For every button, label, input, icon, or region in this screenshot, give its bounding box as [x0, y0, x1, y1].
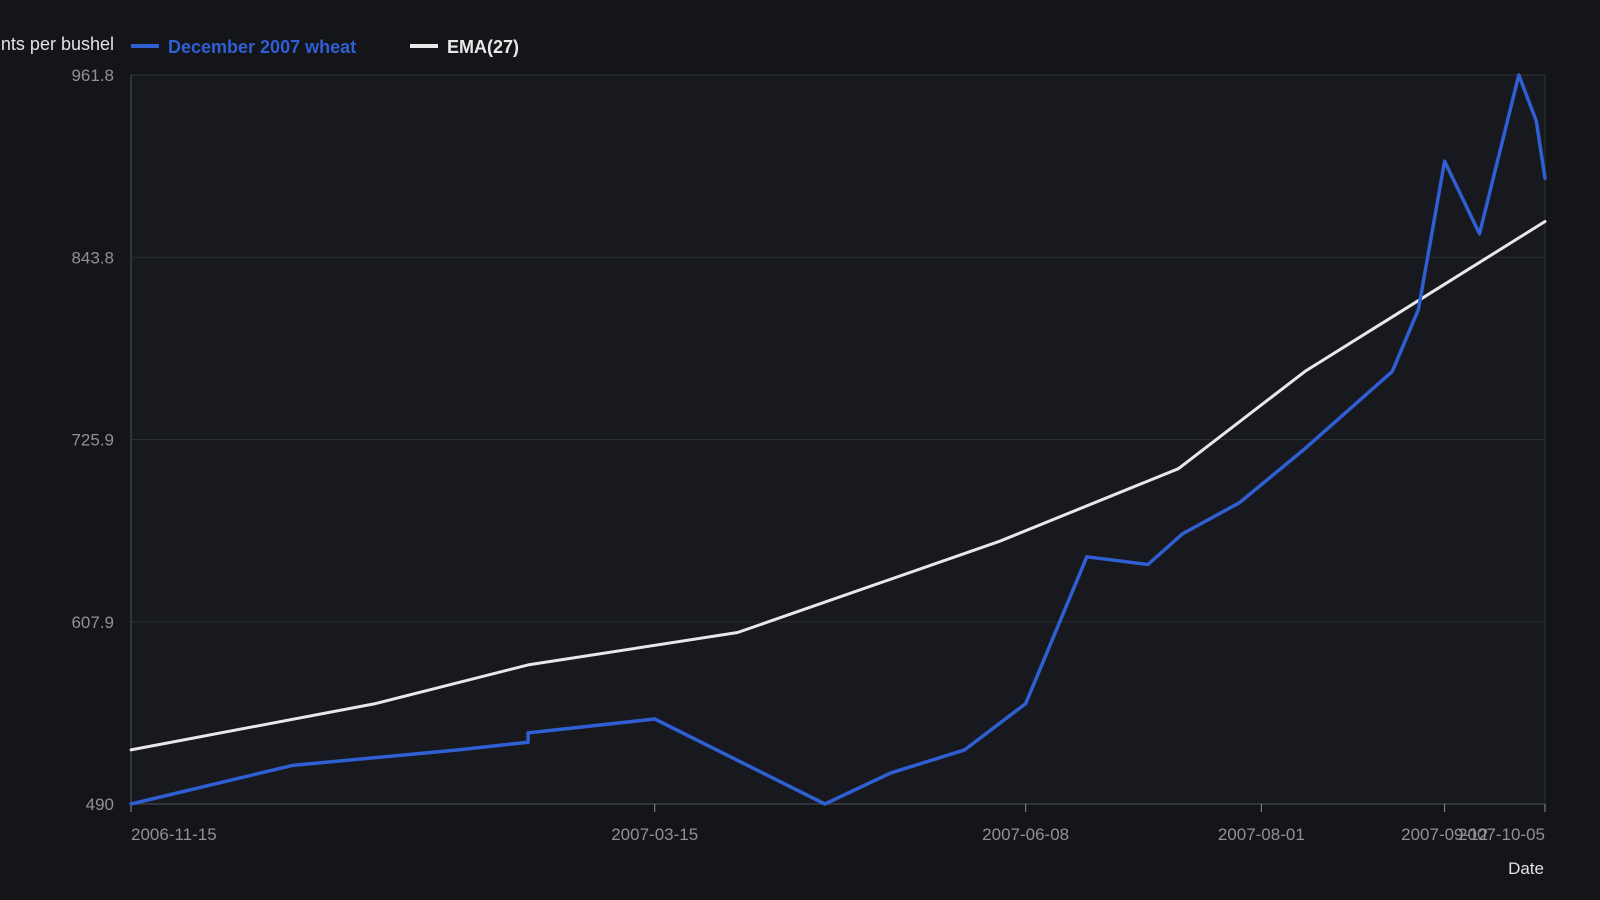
legend: cents per bushel December 2007 wheat EMA… — [0, 34, 519, 57]
y-tick-label: 961.8 — [71, 66, 114, 85]
y-axis-title: cents per bushel — [0, 34, 114, 54]
series-line-ema — [129, 220, 1547, 752]
y-tick-label: 607.9 — [71, 613, 114, 632]
x-tick-label: 2006-11-15 — [131, 825, 217, 844]
y-tick-label: 490 — [86, 795, 114, 814]
legend-label-wheat: December 2007 wheat — [168, 37, 356, 57]
x-tick-label: 2007-03-15 — [611, 825, 698, 844]
axes: 490 607.9 725.9 843.8 961.8 2006-11-15 2007-03… — [71, 66, 1546, 844]
y-tick-label: 725.9 — [71, 431, 114, 450]
x-tick-label: 2007-10-05 — [1458, 825, 1545, 844]
x-tick-label: 2007-08-01 — [1218, 825, 1305, 844]
x-tick-label: 2007-09-12 — [1401, 825, 1488, 844]
y-tick-label: 843.8 — [71, 248, 114, 267]
series-line-wheat — [129, 73, 1547, 806]
legend-label-ema: EMA(27) — [447, 37, 519, 57]
series-lines — [129, 73, 1547, 806]
x-tick-label: 2007-06-08 — [982, 825, 1069, 844]
x-axis-title: Date — [1508, 859, 1544, 878]
